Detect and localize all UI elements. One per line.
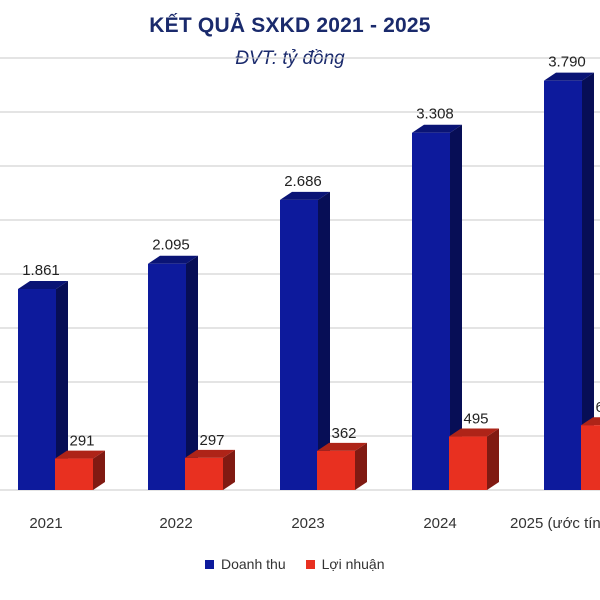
bar-profit <box>55 458 93 490</box>
bar-profit-top <box>449 428 499 437</box>
bar-revenue-side <box>56 281 68 490</box>
x-tick-label: 2022 <box>159 515 192 532</box>
bar-profit-side <box>223 449 235 490</box>
data-label-revenue: 2.686 <box>284 173 322 190</box>
bar-revenue-side <box>186 255 198 490</box>
bar-revenue <box>280 199 318 491</box>
bar-revenue <box>18 289 56 490</box>
bar-profit <box>581 425 600 490</box>
data-label-profit: 362 <box>331 425 356 442</box>
bar-profit-side <box>487 428 499 490</box>
x-tick-label: 2024 <box>423 515 456 532</box>
bar-revenue-top <box>18 281 68 290</box>
x-tick-label: 2025 (ước tính) <box>510 515 600 532</box>
bar-revenue-side <box>318 191 330 491</box>
chart-title: KẾT QUẢ SXKD 2021 - 2025 <box>149 14 431 37</box>
bar-profit <box>185 457 223 490</box>
bar-revenue-top <box>148 255 198 264</box>
data-label-profit: 495 <box>463 411 488 428</box>
data-label-profit: 291 <box>69 433 94 450</box>
bar-revenue-top <box>544 72 594 81</box>
data-label-revenue: 3.790 <box>548 54 586 71</box>
legend-swatch-revenue <box>205 559 214 569</box>
data-label-profit: 600 <box>595 399 600 416</box>
bar-revenue <box>148 263 186 490</box>
bar-profit <box>449 436 487 490</box>
data-label-profit: 297 <box>199 432 224 449</box>
bar-revenue-top <box>412 124 462 133</box>
legend-swatch-profit <box>305 559 315 569</box>
x-tick-label: 2023 <box>291 515 324 532</box>
legend-item-profit: Lợi nhuận <box>305 556 385 572</box>
legend-label-profit: Lợi nhuận <box>321 556 385 572</box>
bar-revenue-side <box>582 72 594 491</box>
data-label-revenue: 3.308 <box>416 106 454 123</box>
legend: Doanh thu Lợi nhuận <box>205 556 385 572</box>
bar-revenue-side <box>450 124 462 491</box>
bar-profit-top <box>185 449 235 458</box>
data-label-revenue: 1.861 <box>22 262 60 279</box>
bar-profit-top <box>317 442 367 451</box>
x-tick-label: 2021 <box>29 515 62 532</box>
data-label-revenue: 2.095 <box>152 237 190 254</box>
bar-profit-top <box>55 450 105 459</box>
legend-item-revenue: Doanh thu <box>205 556 286 572</box>
bar-revenue-top <box>280 191 330 200</box>
bar-profit <box>317 450 355 490</box>
bar-profit-top <box>581 417 600 426</box>
bar-profit-side <box>93 450 105 490</box>
bar-revenue <box>412 132 450 490</box>
legend-label-revenue: Doanh thu <box>221 556 286 572</box>
bar-revenue <box>544 80 582 491</box>
bar-profit-side <box>355 442 367 490</box>
